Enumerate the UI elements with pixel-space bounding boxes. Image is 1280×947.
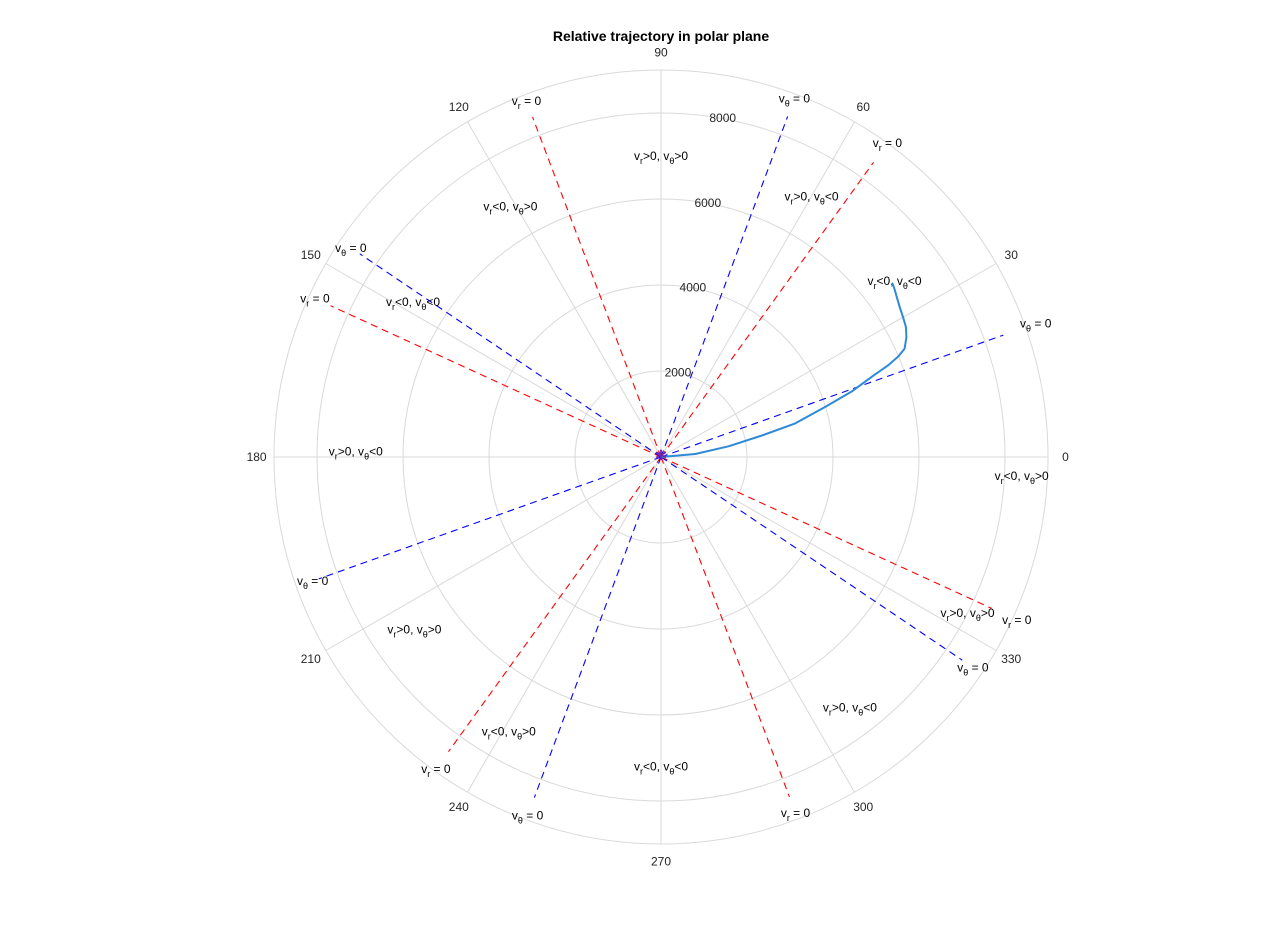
vtheta-boundary-line — [318, 456, 662, 580]
vr-zero-label: vr = 0 — [1002, 613, 1032, 630]
angle-tick-label: 270 — [651, 854, 671, 868]
chart-title: Relative trajectory in polar plane — [552, 28, 770, 44]
angle-tick-label: 120 — [449, 100, 469, 114]
vr-zero-label: vr = 0 — [873, 136, 903, 153]
vr-boundary-line — [532, 116, 662, 458]
angle-tick-label: 150 — [301, 248, 321, 262]
region-label: vr>0, vθ<0 — [329, 445, 383, 462]
vtheta-zero-label: vθ = 0 — [297, 574, 329, 591]
radial-tick-label: 8000 — [709, 111, 736, 125]
region-label: vr>0, vθ<0 — [784, 189, 838, 206]
angular-grid-spoke — [660, 456, 997, 651]
region-label: vr>0, vθ>0 — [634, 149, 688, 166]
trajectory-line — [660, 282, 908, 458]
vr-boundary-line — [660, 456, 790, 798]
angle-tick-label: 330 — [1001, 652, 1021, 666]
vr-zero-label: vr = 0 — [300, 292, 330, 309]
region-label: vr<0, vθ<0 — [386, 295, 440, 312]
angle-tick-label: 210 — [301, 652, 321, 666]
vr-boundary-line — [448, 456, 662, 753]
angular-grid-spoke — [467, 456, 662, 793]
region-label: vr<0, vθ<0 — [867, 274, 921, 291]
vr-zero-label: vr = 0 — [781, 806, 811, 823]
vtheta-zero-label: vθ = 0 — [957, 660, 989, 677]
vtheta-zero-label: vθ = 0 — [335, 241, 367, 258]
vr-boundary-line — [330, 305, 662, 458]
region-label: vr>0, vθ<0 — [823, 701, 877, 718]
angular-grid-spoke — [660, 456, 855, 793]
vr-boundary-line — [660, 456, 992, 609]
radial-tick-label: 6000 — [694, 196, 721, 210]
region-label: vr<0, vθ>0 — [995, 469, 1049, 486]
angle-tick-label: 90 — [654, 46, 668, 60]
angular-grid-spoke — [660, 263, 997, 458]
vtheta-boundary-line — [660, 116, 789, 458]
angle-tick-label: 60 — [857, 100, 871, 114]
angle-tick-label: 0 — [1062, 450, 1069, 464]
region-label: vr<0, vθ<0 — [634, 760, 688, 777]
vtheta-zero-label: vθ = 0 — [512, 809, 544, 826]
radial-tick-label: 4000 — [680, 281, 707, 295]
angle-tick-label: 180 — [247, 450, 267, 464]
angular-grid-spoke — [660, 121, 855, 458]
region-label: vr<0, vθ>0 — [482, 725, 536, 742]
angle-tick-label: 300 — [853, 800, 873, 814]
vtheta-zero-label: vθ = 0 — [779, 91, 811, 108]
vr-zero-label: vr = 0 — [421, 762, 451, 779]
vtheta-boundary-line — [359, 253, 662, 458]
vtheta-boundary-line — [533, 456, 662, 798]
vtheta-boundary-line — [660, 334, 1004, 458]
region-label: vr>0, vθ>0 — [387, 623, 441, 640]
region-label: vr>0, vθ>0 — [940, 606, 994, 623]
angular-grid-spoke — [325, 456, 662, 651]
angle-tick-label: 30 — [1005, 248, 1019, 262]
vr-boundary-line — [660, 161, 874, 458]
angular-grid-spoke — [467, 121, 662, 458]
angular-grid-spoke — [325, 263, 662, 458]
radial-tick-label: 2000 — [665, 365, 692, 379]
origin-marker: * — [655, 447, 667, 472]
vtheta-boundary-line — [660, 456, 963, 661]
angle-tick-label: 240 — [449, 800, 469, 814]
region-label: vr<0, vθ>0 — [483, 199, 537, 216]
vtheta-zero-label: vθ = 0 — [1020, 317, 1052, 334]
vr-zero-label: vr = 0 — [512, 94, 542, 111]
